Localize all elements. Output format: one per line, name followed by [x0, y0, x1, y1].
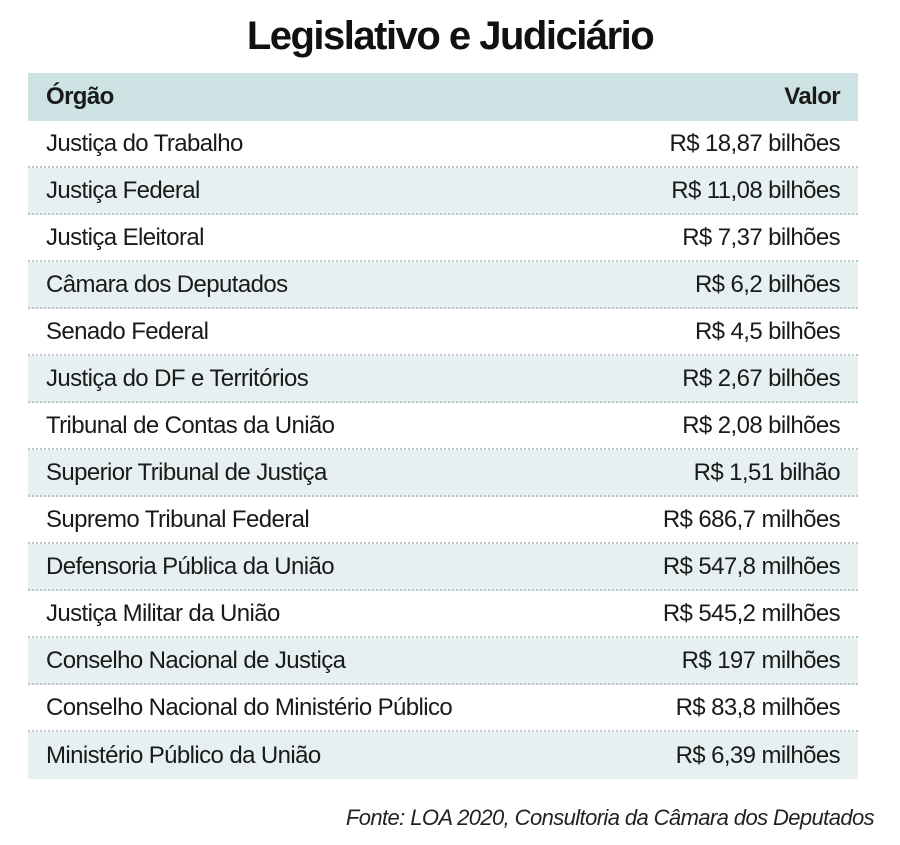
row-name: Defensoria Pública da União	[46, 552, 335, 580]
row-value: R$ 4,5 bilhões	[694, 317, 841, 345]
row-value: R$ 6,39 milhões	[675, 741, 841, 769]
data-table: Órgão Valor Justiça do Trabalho R$ 18,87 …	[28, 73, 858, 779]
row-value: R$ 197 milhões	[681, 646, 841, 674]
row-value: R$ 6,2 bilhões	[694, 270, 841, 298]
row-value: R$ 18,87 bilhões	[669, 129, 840, 157]
row-name: Justiça Federal	[46, 176, 200, 204]
table-row: Defensoria Pública da União R$ 547,8 milh…	[28, 544, 858, 591]
row-name: Senado Federal	[46, 317, 209, 345]
table-row: Justiça Federal R$ 11,08 bilhões	[28, 168, 858, 215]
row-value: R$ 547,8 milhões	[662, 552, 841, 580]
row-name: Justiça Militar da União	[46, 599, 280, 627]
table-row: Tribunal de Contas da União R$ 2,08 bilhõ…	[28, 403, 858, 450]
row-value: R$ 2,67 bilhões	[682, 364, 840, 392]
table-header-row: Órgão Valor	[28, 73, 858, 121]
table-row: Conselho Nacional do Ministério Público R…	[28, 685, 858, 732]
table-row: Justiça Militar da União R$ 545,2 milhões	[28, 591, 858, 638]
row-value: R$ 7,37 bilhões	[682, 223, 840, 251]
row-value: R$ 11,08 bilhões	[671, 176, 840, 204]
header-value: Valor	[784, 83, 840, 110]
row-name: Conselho Nacional de Justiça	[46, 646, 346, 674]
page-title: Legislativo e Judiciário	[246, 14, 655, 58]
table-row: Câmara dos Deputados R$ 6,2 bilhões	[28, 262, 858, 309]
row-name: Justiça Eleitoral	[46, 223, 204, 251]
row-name: Justiça do DF e Territórios	[46, 364, 309, 392]
row-value: R$ 1,51 bilhão	[693, 458, 841, 486]
table-body: Justiça do Trabalho R$ 18,87 bilhões Justi…	[28, 121, 858, 779]
row-value: R$ 686,7 milhões	[662, 505, 841, 533]
table-row: Justiça Eleitoral R$ 7,37 bilhões	[28, 215, 858, 262]
row-name: Câmara dos Deputados	[46, 270, 288, 298]
row-name: Tribunal de Contas da União	[46, 411, 335, 439]
row-value: R$ 545,2 milhões	[662, 599, 841, 627]
table-row: Senado Federal R$ 4,5 bilhões	[28, 309, 858, 356]
row-value: R$ 2,08 bilhões	[682, 411, 840, 439]
source-note: Fonte: LOA 2020, Consultoria da Câmara d…	[345, 805, 875, 830]
table-row: Superior Tribunal de Justiça R$ 1,51 bilh…	[28, 450, 858, 497]
table-row: Justiça do DF e Territórios R$ 2,67 bilhõ…	[28, 356, 858, 403]
row-value: R$ 83,8 milhões	[675, 693, 841, 721]
table-row: Ministério Público da União R$ 6,39 milhõ…	[28, 732, 858, 779]
row-name: Ministério Público da União	[46, 741, 321, 769]
table-row: Supremo Tribunal Federal R$ 686,7 milhões	[28, 497, 858, 544]
row-name: Supremo Tribunal Federal	[46, 505, 310, 533]
row-name: Superior Tribunal de Justiça	[46, 458, 327, 486]
row-name: Conselho Nacional do Ministério Público	[46, 693, 453, 721]
table-row: Justiça do Trabalho R$ 18,87 bilhões	[28, 121, 858, 168]
header-name: Órgão	[46, 83, 114, 110]
table-row: Conselho Nacional de Justiça R$ 197 milhõ…	[28, 638, 858, 685]
row-name: Justiça do Trabalho	[46, 129, 243, 157]
